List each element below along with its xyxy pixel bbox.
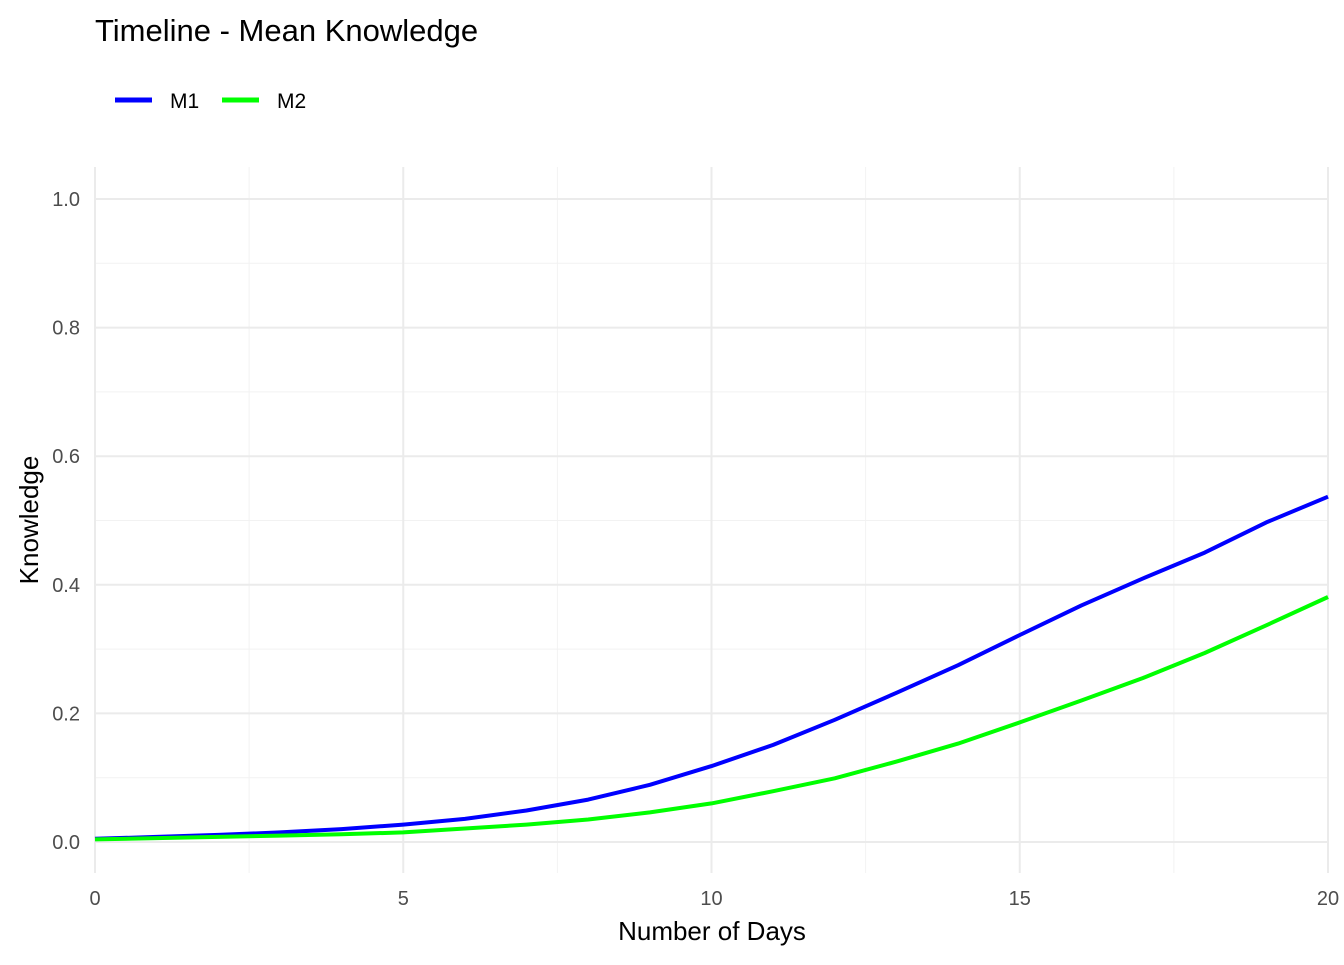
chart-title: Timeline - Mean Knowledge — [95, 13, 478, 48]
legend-item-m1: M1 — [115, 90, 199, 113]
y-tick-label: 1.0 — [52, 189, 80, 211]
series-line-m2 — [94, 595, 1329, 842]
legend: M1 M2 — [115, 90, 306, 113]
x-tick-label: 5 — [398, 888, 409, 910]
x-tick-label: 0 — [89, 888, 100, 910]
y-tick-label: 0.0 — [52, 832, 80, 854]
y-tick-label: 0.8 — [52, 318, 80, 340]
x-tick-label: 15 — [1009, 888, 1031, 910]
y-axis-title: Knowledge — [14, 456, 44, 585]
series-line-m1 — [94, 494, 1329, 841]
y-tick-label: 0.6 — [52, 446, 80, 468]
x-tick-label: 10 — [700, 888, 722, 910]
x-tick-label: 20 — [1317, 888, 1339, 910]
y-tick-label: 0.4 — [52, 575, 80, 597]
legend-label: M2 — [277, 90, 306, 113]
x-axis-tick-labels: 0 5 10 15 20 — [89, 888, 1339, 910]
major-gridlines — [94, 167, 1329, 873]
legend-item-m2: M2 — [222, 90, 306, 113]
legend-label: M1 — [170, 90, 199, 113]
series-lines — [94, 494, 1329, 842]
y-tick-label: 0.2 — [52, 703, 80, 725]
y-axis-tick-labels: 0.0 0.2 0.4 0.6 0.8 1.0 — [52, 189, 80, 854]
x-axis-title: Number of Days — [618, 916, 806, 946]
